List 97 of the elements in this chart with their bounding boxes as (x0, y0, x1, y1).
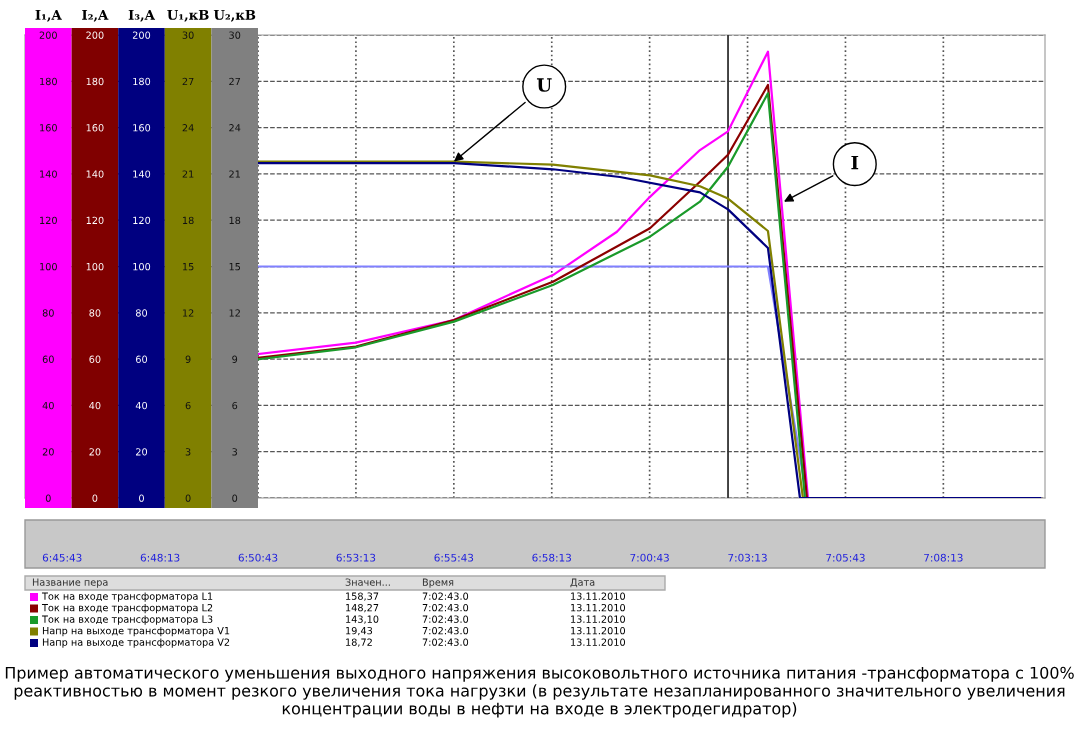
y-tick-label: 100 (40, 262, 57, 271)
text: 7:02:43.0 (422, 626, 469, 635)
x-tick-label: 6:45:43 (42, 553, 82, 562)
y2-tick-label: 160 (86, 124, 104, 132)
y-tick-label: 18 (182, 216, 194, 225)
x-tick-label: 6:53:13 (336, 553, 376, 562)
y2-tick-label: 3 (232, 448, 238, 456)
y-tick-label: 9 (185, 355, 191, 363)
legend-label: Ток на входе трансформатора L1 (41, 592, 213, 602)
y-tick-label: 30 (182, 31, 194, 39)
y3-tick-label: 0 (139, 494, 144, 502)
y3-tick-label: 20 (136, 448, 148, 456)
legend-label: Ток на входе трансформатора L3 (41, 615, 213, 625)
y2-tick-label: 0 (232, 494, 238, 502)
y3-tick-label: 180 (133, 77, 151, 86)
text: Значен... (345, 578, 390, 586)
text: 13.11.2010 (571, 592, 626, 600)
y-tick-label: 24 (182, 124, 194, 132)
y-tick-label: 120 (40, 216, 57, 225)
y-tick-label: 6 (185, 401, 191, 410)
y2-tick-label: 120 (86, 216, 104, 225)
y-tick-label: 200 (39, 31, 57, 39)
y2-tick-label: 9 (232, 355, 238, 363)
x-tick-label: 7:00:43 (630, 553, 669, 562)
y2-tick-label: 30 (229, 31, 241, 39)
y-tick-label: 60 (42, 355, 54, 363)
y-tick-label: 80 (42, 309, 54, 317)
y2-tick-label: 140 (86, 170, 104, 178)
text: Дата (570, 578, 595, 588)
y2-tick-label: 80 (89, 309, 101, 317)
y3-tick-label: 80 (135, 309, 148, 317)
text: 143,10 (346, 615, 379, 624)
text: 148,27 (346, 603, 379, 613)
y2-tick-label: 20 (89, 448, 101, 456)
y2-tick-label: 27 (229, 77, 241, 85)
y-tick-label: 21 (182, 170, 194, 178)
y3-tick-label: 100 (133, 262, 151, 271)
y2-tick-label: 0 (92, 494, 98, 502)
y-tick-label: 180 (40, 77, 57, 86)
y2-tick-label: 180 (86, 77, 104, 86)
x-tick-label: 7:08:13 (924, 553, 963, 562)
text: 18,72 (346, 638, 372, 647)
text: 13.11.2010 (571, 615, 626, 623)
y-tick-label: 140 (40, 170, 57, 178)
annotation: I (851, 156, 859, 170)
y-tick-label: 0 (185, 494, 191, 502)
text: 13.11.2010 (571, 603, 626, 612)
x-tick-label: 6:55:43 (434, 553, 474, 562)
y3-tick-label: 160 (133, 124, 151, 132)
y2-tick-label: 100 (86, 262, 104, 271)
y-tick-label: 27 (182, 77, 194, 85)
x-tick-label: 6:50:43 (238, 553, 278, 562)
y-axis-title: I₁,A (35, 10, 62, 22)
legend-label: Напр на выходе трансформатора V2 (42, 638, 230, 648)
text: Название пера (32, 578, 108, 588)
text: 7:02:43.0 (422, 592, 469, 600)
y2-tick-label: 21 (229, 170, 240, 178)
y-tick-label: 20 (42, 448, 54, 456)
text: 7:02:43.0 (422, 603, 469, 612)
y2-tick-label: 6 (232, 401, 238, 410)
y2-tick-label: 200 (86, 31, 104, 39)
y2-tick-label: 24 (229, 124, 241, 132)
y-tick-label: 0 (45, 494, 51, 502)
y3-tick-label: 140 (133, 170, 151, 178)
y3-tick-label: 60 (135, 355, 148, 363)
text: 13.11.2010 (571, 626, 626, 635)
y2-tick-label: 60 (89, 355, 101, 363)
y3-tick-label: 40 (135, 401, 148, 410)
y-tick-label: 40 (42, 401, 54, 410)
y-tick-label: 160 (40, 124, 57, 132)
y2-tick-label: 15 (229, 263, 241, 271)
y-tick-label: 3 (185, 448, 191, 456)
y-axis-title: U₁,кВ (167, 10, 209, 22)
y2-tick-label: 18 (229, 216, 241, 225)
y3-tick-label: 200 (132, 31, 151, 39)
text: Время (422, 578, 454, 588)
x-tick-label: 6:58:13 (532, 553, 571, 562)
legend-label: Напр на выходе трансформатора V1 (42, 627, 230, 637)
y2-axis-title: U₂,кВ (213, 10, 256, 22)
text: 7:02:43.0 (422, 638, 469, 646)
text: 13.11.2010 (571, 638, 626, 646)
text: 7:02:43.0 (422, 615, 469, 623)
y2-tick-label: 40 (89, 401, 101, 410)
annotation: U (536, 78, 552, 92)
x-tick-label: 6:48:13 (140, 553, 180, 562)
x-tick-label: 7:03:13 (728, 553, 767, 562)
legend-label: Ток на входе трансформатора L2 (41, 603, 213, 614)
y-tick-label: 12 (182, 309, 194, 317)
y2-axis-title: I₂,A (82, 10, 109, 22)
y2-tick-label: 12 (229, 309, 240, 317)
y-tick-label: 15 (182, 263, 194, 271)
text: 158,37 (346, 592, 379, 601)
text: 19,43 (346, 626, 373, 636)
x-tick-label: 7:05:43 (826, 553, 865, 562)
y3-tick-label: 120 (133, 216, 151, 225)
y3-axis-title: I₃,A (128, 10, 156, 22)
text: Пример автоматического уменьшения выходного напряжения высоковольтного источника питания -трансформатора с 100% реактивностью в момент резкого увеличения тока нагрузки (в результате незапланированного значительного увеличения концентрации воды в нефти на входе в электродегидратор) (5, 666, 1074, 718)
